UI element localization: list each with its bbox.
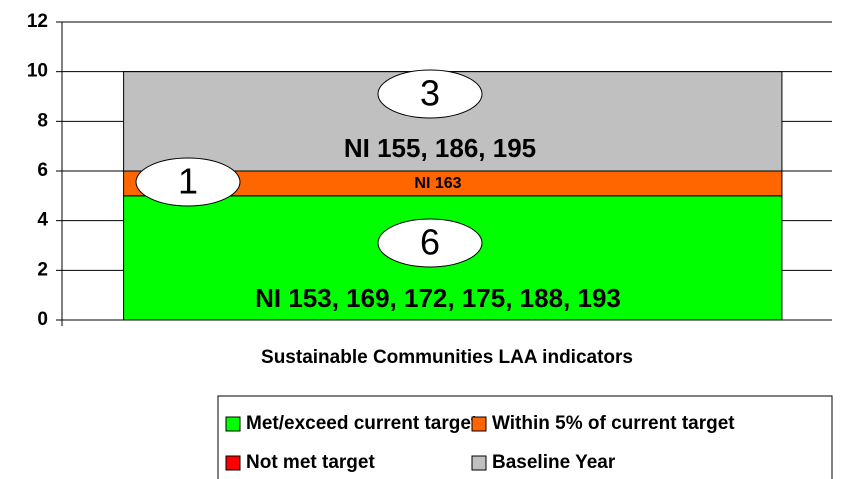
callout-count: 1 xyxy=(178,161,198,202)
legend-swatch xyxy=(225,455,241,471)
legend-swatch xyxy=(471,416,487,432)
y-tick-label: 10 xyxy=(27,61,48,82)
callout-count: 6 xyxy=(420,222,440,263)
annotation: NI 155, 186, 195 xyxy=(344,133,536,163)
callout-oval xyxy=(135,157,241,207)
bar-segment xyxy=(123,71,783,172)
y-tick-label: 8 xyxy=(37,110,48,131)
y-tick-label: 4 xyxy=(37,210,48,231)
callout-count: 3 xyxy=(420,73,440,114)
callout-oval xyxy=(377,218,483,268)
annotation: NI 163 xyxy=(414,175,461,192)
legend-label: Baseline Year xyxy=(492,452,616,473)
callout-oval xyxy=(377,69,483,119)
annotation: NI 153, 169, 172, 175, 188, 193 xyxy=(255,283,621,313)
legend-label: Within 5% of current target xyxy=(492,413,735,434)
y-tick-label: 0 xyxy=(37,309,48,330)
y-tick-label: 6 xyxy=(37,160,48,181)
legend-box xyxy=(217,395,833,479)
legend-label: Met/exceed current target xyxy=(246,413,478,434)
x-axis-label: Sustainable Communities LAA indicators xyxy=(261,347,633,368)
legend-swatch xyxy=(225,416,241,432)
y-tick-label: 12 xyxy=(27,11,48,32)
legend-swatch xyxy=(471,455,487,471)
legend-label: Not met target xyxy=(246,452,375,473)
y-tick-label: 2 xyxy=(37,259,48,280)
